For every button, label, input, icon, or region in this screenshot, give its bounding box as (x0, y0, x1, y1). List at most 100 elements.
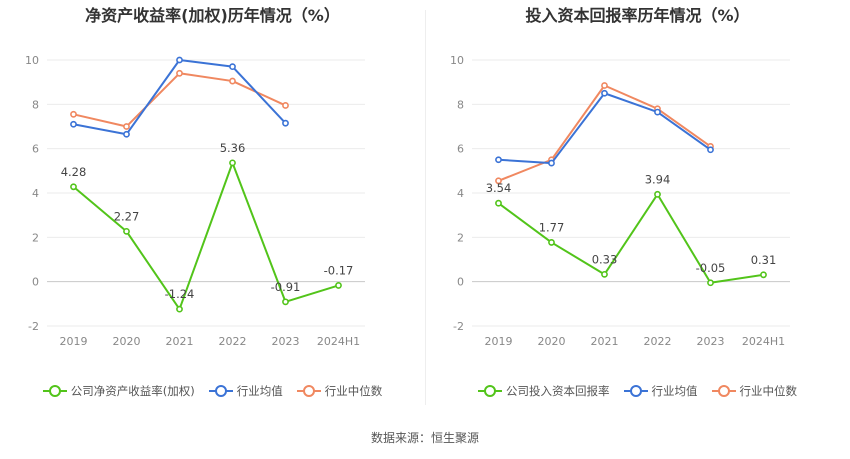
legend-item[interactable]: 行业均值 (623, 383, 698, 399)
legend-marker (48, 385, 61, 397)
data-point (176, 56, 183, 64)
y-tick-label: 4 (32, 187, 39, 200)
data-point (548, 159, 555, 167)
data-label: 3.94 (645, 172, 671, 186)
y-tick-label: 8 (457, 98, 464, 111)
data-point (495, 177, 502, 185)
legend-label: 行业中位数 (324, 384, 383, 398)
chart-title: 净资产收益率(加权)历年情况（%） (85, 6, 340, 25)
data-point (123, 130, 130, 138)
legend-label: 行业均值 (651, 384, 698, 398)
x-tick-label: 2023 (697, 335, 725, 348)
roe-line-chart: -2 0 2 4 6 8 10 2019 2020 2021 2022 2023 2024H1 4.28 2… (25, 54, 365, 348)
legend-marker (717, 385, 730, 397)
y-tick-label: 6 (457, 143, 464, 156)
series-line (498, 92, 712, 165)
series-line (72, 161, 339, 311)
data-label: 0.33 (592, 252, 618, 266)
x-tick-label: 2022 (219, 335, 247, 348)
legend-swatch-icon (711, 385, 736, 397)
y-tick-label: 2 (457, 231, 464, 244)
legend-item[interactable]: 公司净资产收益率(加权) (42, 383, 195, 399)
legend-swatch-icon (623, 385, 648, 397)
data-point (654, 108, 661, 116)
x-tick-label: 2022 (644, 335, 672, 348)
y-tick-label: 0 (457, 276, 464, 289)
x-tick-label: 2021 (591, 335, 619, 348)
data-point (229, 77, 236, 85)
chart-legend: 公司净资产收益率(加权) 行业均值 行业中位数 (0, 382, 425, 400)
data-label: 2.27 (114, 209, 140, 223)
y-tick-label: 2 (32, 231, 39, 244)
panel-divider (425, 10, 426, 405)
x-tick-label: 2024H1 (317, 335, 360, 348)
legend-item[interactable]: 行业均值 (208, 383, 283, 399)
y-tick-label: 8 (32, 98, 39, 111)
data-source-note: 数据来源：恒生聚源 (370, 431, 479, 445)
legend-marker (302, 385, 315, 397)
legend-item[interactable]: 行业中位数 (711, 383, 798, 399)
legend-marker (214, 385, 227, 397)
data-point (495, 199, 502, 207)
data-point (282, 102, 289, 109)
data-point (495, 156, 502, 164)
data-label: 5.36 (220, 141, 246, 155)
data-label: 1.77 (539, 220, 565, 234)
x-tick-label: 2020 (538, 335, 566, 348)
data-label: 0.31 (751, 253, 777, 267)
data-point (70, 110, 77, 118)
y-tick-label: 6 (32, 143, 39, 156)
legend-label: 行业均值 (236, 384, 283, 398)
legend-swatch-icon (42, 385, 67, 397)
data-point (123, 123, 130, 130)
data-point (654, 190, 661, 198)
data-point (707, 279, 714, 287)
x-tick-label: 2023 (272, 335, 300, 348)
data-point (282, 119, 289, 127)
legend-label: 行业中位数 (739, 384, 798, 398)
data-point (70, 120, 77, 128)
data-point (229, 63, 236, 71)
data-point (282, 298, 289, 306)
series-line (497, 193, 764, 284)
y-tick-label: -2 (28, 320, 39, 333)
legend-marker (484, 385, 496, 397)
chart-title: 投入资本回报率历年情况（%） (525, 6, 750, 25)
roic-chart-panel: 投入资本回报率历年情况（%） -2 0 2 4 6 8 10 2019 2020 2021 2022… (425, 0, 850, 410)
legend-label: 公司投入资本回报率 (506, 384, 610, 398)
legend-item[interactable]: 公司投入资本回报率 (478, 383, 610, 399)
y-tick-label: 0 (32, 276, 39, 289)
legend-swatch-icon (478, 385, 502, 397)
x-tick-label: 2019 (60, 335, 88, 348)
y-tick-label: 4 (457, 187, 464, 200)
x-tick-label: 2020 (113, 335, 141, 348)
data-point (176, 69, 183, 77)
data-point (601, 89, 608, 97)
y-tick-label: 10 (25, 54, 39, 67)
data-label: -1.24 (165, 287, 195, 301)
legend-swatch-icon (208, 385, 233, 397)
data-label: -0.17 (324, 263, 354, 277)
legend-marker (629, 385, 642, 397)
data-point (548, 239, 555, 246)
data-point (229, 159, 236, 167)
data-label: -0.05 (696, 261, 726, 275)
y-tick-label: 10 (450, 54, 464, 67)
legend-label: 公司净资产收益率(加权) (70, 384, 195, 398)
data-point (601, 82, 608, 89)
legend-item[interactable]: 行业中位数 (296, 383, 383, 399)
roic-line-chart: -2 0 2 4 6 8 10 2019 2020 2021 2022 2023 2024H1 3.54 1… (450, 54, 790, 348)
data-point (335, 282, 342, 289)
x-tick-label: 2019 (485, 335, 513, 348)
data-point (123, 227, 130, 235)
data-label: -0.91 (271, 280, 301, 294)
chart-legend: 公司投入资本回报率 行业均值 行业中位数 (425, 382, 850, 400)
data-point (707, 146, 714, 154)
data-point (760, 271, 767, 279)
data-point (176, 305, 183, 313)
y-tick-label: -2 (453, 320, 464, 333)
data-label: 4.28 (61, 165, 87, 179)
series-line (498, 84, 712, 182)
x-tick-label: 2021 (166, 335, 194, 348)
data-point (70, 183, 77, 191)
